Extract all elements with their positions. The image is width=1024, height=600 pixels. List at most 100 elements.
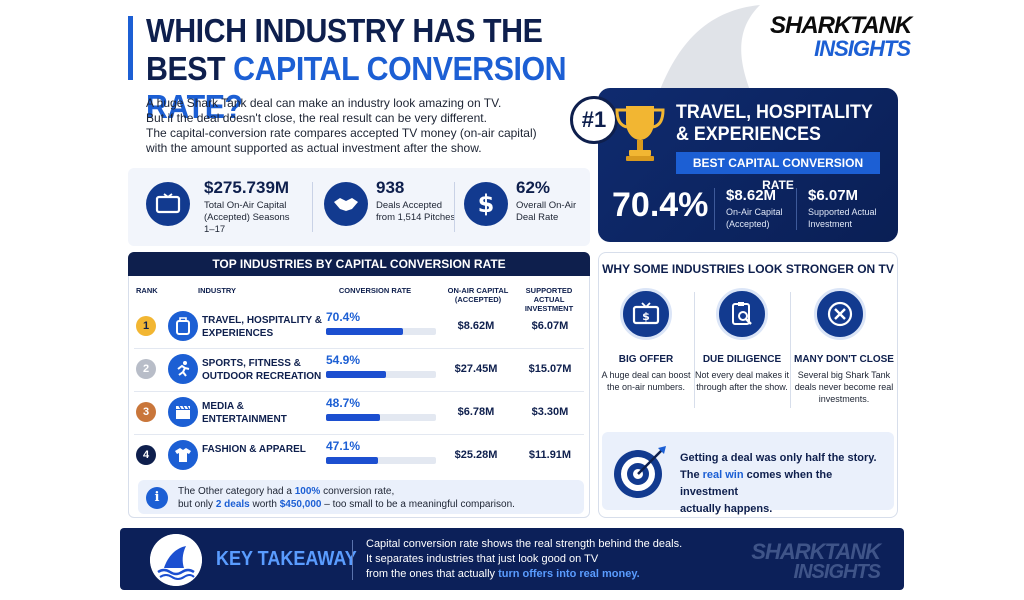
page-title: WHICH INDUSTRY HAS THE BEST CAPITAL CONV… [146, 12, 661, 126]
why-divider [694, 292, 695, 408]
col-header-rate: CONVERSION RATE [338, 286, 412, 295]
industry-name: MEDIA & ENTERTAINMENT [202, 401, 287, 425]
luggage-icon [168, 311, 198, 341]
winner-divider [796, 188, 797, 230]
note-text-part: but only [178, 499, 216, 510]
key-takeaway-label: KEY TAKEAWAY [216, 548, 357, 570]
rate-bar-fill [326, 328, 404, 335]
rank-badge: 2 [136, 359, 156, 379]
industry-rate: 54.9% [326, 353, 361, 367]
handshake-icon [324, 182, 368, 226]
stat-label: Total On-Air Capital (Accepted) Seasons … [204, 200, 290, 235]
winner-supported-value: $6.07M [808, 187, 859, 204]
title-line-2: BEST CAPITAL CONVERSION RATE? [146, 50, 661, 126]
rank-badge: 1 [136, 316, 156, 336]
col-header-supported: SUPPORTED ACTUAL INVESTMENT [524, 286, 574, 313]
winner-supported-label: Supported Actual Investment [808, 207, 877, 229]
callout-line-2: The real win comes when the investment [680, 467, 888, 501]
why-title: WHY SOME INDUSTRIES LOOK STRONGER ON TV [602, 262, 894, 276]
ranking-table-title: TOP INDUSTRIES BY CAPITAL CONVERSION RAT… [128, 252, 590, 276]
title-accent-bar [128, 16, 133, 80]
winner-rate: 70.4% [612, 186, 709, 224]
why-text: Several big Shark Tank deals never becom… [794, 370, 894, 404]
rank-badge: 3 [136, 402, 156, 422]
callout-line-1: Getting a deal was only half the story. [680, 452, 877, 464]
title-highlight: CAPITAL CONVERSION RATE? [146, 50, 567, 125]
footer-logo-line-2: INSIGHTS [793, 561, 881, 583]
footer-text-part: from the ones that actually [366, 568, 499, 580]
info-icon: i [146, 487, 168, 509]
rate-bar-track [326, 457, 436, 464]
logo-line-2: INSIGHTS [814, 36, 911, 61]
industry-name: TRAVEL, HOSPITALITY & EXPERIENCES [202, 315, 323, 339]
footer-line-2: It separates industries that just look g… [366, 553, 599, 565]
clipboard-search-icon [716, 288, 768, 340]
table-row: 3 MEDIA & ENTERTAINMENT 48.7% $6.78M $3.… [134, 392, 584, 434]
industry-name: FASHION & APPAREL [202, 444, 306, 455]
industry-supported: $11.91M [528, 449, 572, 461]
stat-value: $275.739M [204, 178, 290, 197]
winner-industry-title: TRAVEL, HOSPITALITY & EXPERIENCES [676, 102, 873, 145]
stat-divider [312, 182, 313, 232]
stat-label: Deals Accepted from 1,514 Pitches [376, 200, 456, 223]
note-highlight: 2 deals [215, 499, 250, 510]
svg-text:$: $ [642, 310, 650, 323]
tv-icon [146, 182, 190, 226]
row-divider [134, 434, 584, 435]
industry-rate: 48.7% [326, 396, 361, 410]
footer-highlight: turn offers into real money. [498, 568, 640, 580]
stat-divider [454, 182, 455, 232]
tshirt-icon [168, 440, 198, 470]
row-divider [134, 348, 584, 349]
key-takeaway-text: Capital conversion rate shows the real s… [366, 537, 746, 582]
title-line-2-prefix: BEST [146, 50, 234, 87]
industry-onair: $6.78M [457, 406, 495, 418]
rate-bar-fill [326, 371, 387, 378]
winner-badge: BEST CAPITAL CONVERSION RATE [676, 152, 880, 192]
why-divider [790, 292, 791, 408]
industry-rate: 47.1% [326, 439, 361, 453]
industry-onair: $8.62M [457, 320, 495, 332]
rate-bar-fill [326, 457, 378, 464]
winner-divider [714, 188, 715, 230]
target-icon [614, 446, 666, 498]
why-text: A huge deal can boost the on-air numbers… [601, 370, 691, 392]
cancel-icon [814, 288, 866, 340]
col-header-rank: RANK [136, 286, 158, 295]
stat-label: Overall On-Air Deal Rate [516, 200, 577, 223]
stat-deal-rate: $ 62% Overall On-Air Deal Rate [458, 168, 588, 246]
callout-line-3: actually happens. [680, 503, 773, 515]
brand-logo: SHARKTANK INSIGHTS [770, 14, 912, 61]
table-row: 4 FASHION & APPAREL 47.1% $25.28M $11.91… [134, 435, 584, 477]
rate-bar-track [326, 371, 436, 378]
title-line-1: WHICH INDUSTRY HAS THE [146, 12, 543, 49]
row-divider [134, 391, 584, 392]
industry-name: SPORTS, FITNESS & OUTDOOR RECREATION [202, 358, 322, 382]
why-heading: MANY DON'T CLOSE [794, 354, 894, 365]
note-text: The Other category had a 100% conversion… [178, 485, 578, 511]
footer-line-3: from the ones that actually turn offers … [366, 567, 746, 582]
stats-strip: $275.739M Total On-Air Capital (Accepted… [128, 168, 590, 246]
callout-text-part: The [680, 469, 703, 481]
dollar-icon: $ [464, 182, 508, 226]
why-heading: DUE DILIGENCE [702, 354, 782, 365]
tv-dollar-icon: $ [620, 288, 672, 340]
industry-supported: $6.07M [531, 320, 569, 332]
note-text-part: worth [249, 499, 280, 510]
note-highlight: $450,000 [279, 499, 322, 510]
table-row: 2 SPORTS, FITNESS & OUTDOOR RECREATION 5… [134, 349, 584, 391]
footer-line-1: Capital conversion rate shows the real s… [366, 538, 683, 550]
clapperboard-icon [168, 397, 198, 427]
trophy-icon [615, 106, 665, 161]
note-text-part: – too small to be a meaningful compariso… [321, 499, 515, 510]
rate-bar-fill [326, 414, 380, 421]
note-line-1: The Other category had a 100% conversion… [178, 485, 578, 498]
winner-onair-label: On-Air Capital (Accepted) [726, 207, 783, 229]
rate-bar-track [326, 414, 436, 421]
footer-divider [352, 540, 353, 580]
industry-onair: $25.28M [454, 449, 498, 461]
runner-icon [168, 354, 198, 384]
footer-logo: SHARKTANK INSIGHTS [740, 541, 881, 583]
industry-supported: $3.30M [531, 406, 569, 418]
callout-text-part: comes when the investment [680, 469, 833, 498]
